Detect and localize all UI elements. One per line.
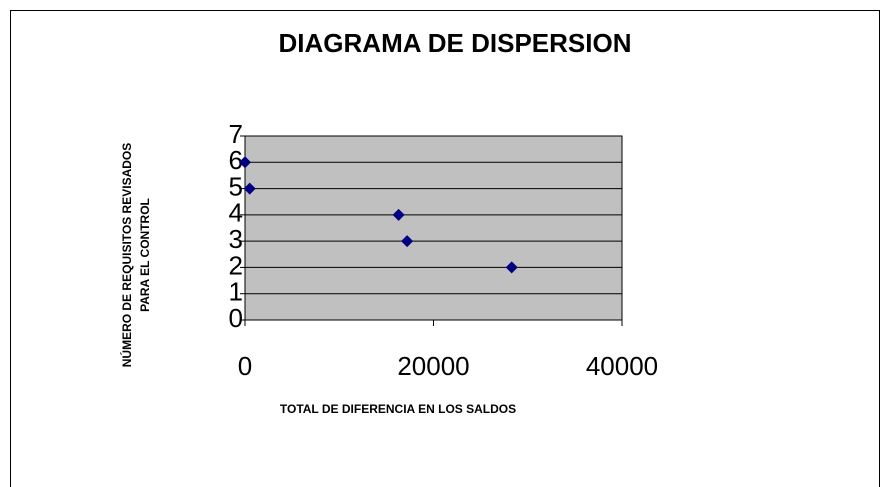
y-tick-label: 1 <box>229 277 243 307</box>
x-tick-label: 20000 <box>397 351 469 381</box>
y-tick-label: 2 <box>229 250 243 280</box>
point <box>505 261 518 274</box>
point <box>392 208 405 221</box>
x-tick-label: 0 <box>238 351 252 381</box>
y-tick-label: 0 <box>229 303 243 333</box>
y-tick-label: 3 <box>229 224 243 254</box>
chart-title: DIAGRAMA DE DISPERSION <box>279 28 632 58</box>
plot-area <box>244 135 623 321</box>
y-tick-label: 7 <box>229 119 243 149</box>
x-axis-label: TOTAL DE DIFERENCIA EN LOS SALDOS <box>280 402 516 416</box>
point <box>243 182 256 195</box>
y-axis-label: PARA EL CONTROL <box>138 198 152 312</box>
y-axis-label: NÚMERO DE REQUISITOS REVISADOS <box>119 143 134 367</box>
y-tick-label: 5 <box>229 171 243 201</box>
point <box>239 156 251 169</box>
y-tick-label: 6 <box>229 145 243 175</box>
x-tick-label: 40000 <box>586 351 658 381</box>
point <box>401 235 414 248</box>
y-tick-label: 4 <box>229 198 243 228</box>
